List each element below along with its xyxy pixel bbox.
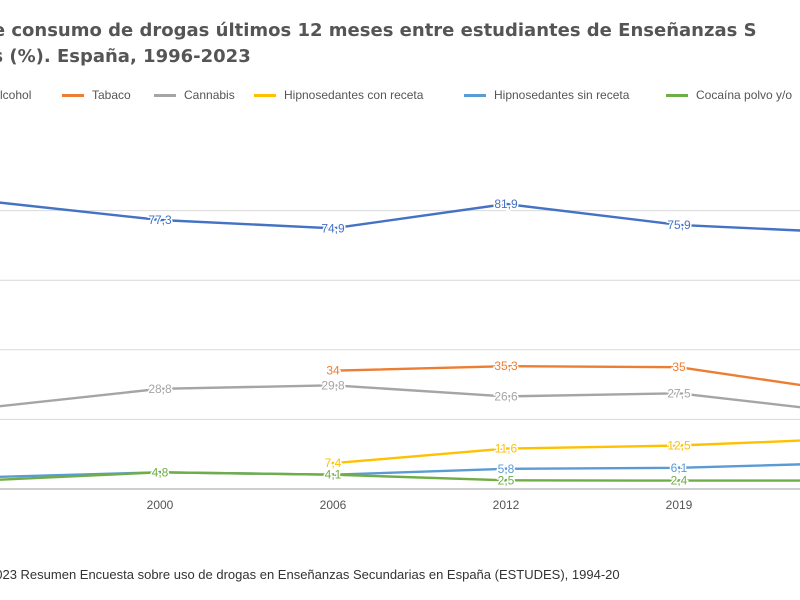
data-label: 2,5 bbox=[498, 473, 515, 487]
legend-label: Tabaco bbox=[92, 88, 131, 102]
data-label: 27,5 bbox=[667, 386, 691, 400]
series-hipnosedantes-sin-receta: 5,8 6,1 bbox=[0, 459, 800, 479]
data-point bbox=[504, 447, 508, 451]
x-tick-label: 2019 bbox=[666, 498, 693, 512]
legend-swatch bbox=[154, 93, 176, 97]
x-tick-label: 2012 bbox=[493, 498, 520, 512]
legend: lcohol Tabaco Cannabis Hipnosedantes con re… bbox=[0, 88, 800, 106]
source-note: 2023 Resumen Encuesta sobre uso de droga… bbox=[0, 567, 620, 582]
data-point bbox=[158, 218, 162, 222]
legend-item: Hipnosedantes sin receta bbox=[464, 88, 629, 102]
series-coca-na-polvo-y-o: 4,8 4,1 2,5 2,4 bbox=[0, 464, 800, 489]
data-point bbox=[677, 479, 681, 483]
series-line bbox=[0, 201, 800, 232]
data-point bbox=[504, 202, 508, 206]
data-point bbox=[158, 387, 162, 391]
series-line bbox=[0, 384, 800, 409]
data-label: 26,6 bbox=[494, 389, 518, 403]
series-cannabis: 28,8 29,8 26,6 27,5 bbox=[0, 377, 800, 409]
legend-label: Cocaína polvo y/o bbox=[696, 88, 793, 102]
data-point bbox=[331, 226, 335, 230]
legend-label: Hipnosedantes con receta bbox=[284, 88, 424, 102]
data-label: 6,1 bbox=[671, 461, 688, 475]
legend-item: Cannabis bbox=[154, 88, 235, 102]
data-point bbox=[331, 383, 335, 387]
data-point bbox=[331, 473, 335, 477]
gridlines bbox=[0, 210, 800, 420]
data-point bbox=[504, 394, 508, 398]
data-label: 5,8 bbox=[498, 462, 515, 476]
data-label: 12,5 bbox=[667, 439, 691, 453]
legend-swatch bbox=[254, 93, 276, 97]
data-label: 7,4 bbox=[325, 456, 342, 470]
data-label: 35,3 bbox=[494, 359, 518, 373]
data-point bbox=[331, 461, 335, 465]
chart-title-line-2: os (%). España, 1996-2023 bbox=[0, 46, 251, 67]
data-point bbox=[677, 365, 681, 369]
data-point bbox=[504, 364, 508, 368]
legend-label: Hipnosedantes sin receta bbox=[494, 88, 630, 102]
data-label: 4,1 bbox=[325, 468, 342, 482]
x-tick-label: 2000 bbox=[147, 498, 174, 512]
legend-swatch bbox=[62, 93, 84, 97]
data-label: 81,9 bbox=[494, 197, 518, 211]
chart-title-line-1: de consumo de drogas últimos 12 meses en… bbox=[0, 20, 757, 41]
legend-item: Hipnosedantes con receta bbox=[254, 88, 423, 102]
data-point bbox=[677, 444, 681, 447]
data-label: 77,3 bbox=[148, 213, 172, 227]
data-label: 34 bbox=[326, 364, 340, 378]
data-point bbox=[504, 478, 508, 482]
data-label: 4,8 bbox=[152, 465, 169, 479]
data-label: 29,8 bbox=[321, 378, 345, 392]
legend-item: Tabaco bbox=[62, 88, 131, 102]
series-line bbox=[332, 365, 800, 387]
series-hipnosedantes-con-receta: 7,4 11,6 12,5 bbox=[323, 437, 800, 472]
data-label: 28,8 bbox=[148, 382, 172, 396]
data-point bbox=[331, 369, 335, 373]
data-point bbox=[677, 466, 681, 470]
chart-title: de consumo de drogas últimos 12 meses en… bbox=[0, 18, 800, 70]
legend-label: lcohol bbox=[0, 88, 32, 102]
legend-swatch bbox=[666, 93, 688, 97]
legend-item: Cocaína polvo y/o bbox=[666, 88, 792, 102]
series-line bbox=[332, 439, 800, 465]
data-point bbox=[677, 223, 681, 227]
data-point bbox=[504, 467, 508, 471]
x-tick-label: 2006 bbox=[320, 498, 347, 512]
data-label: 74,9 bbox=[321, 221, 345, 235]
data-label: 2,4 bbox=[671, 474, 688, 488]
series-tabaco: 34 35,3 35 bbox=[325, 358, 800, 387]
series-line bbox=[0, 471, 800, 482]
legend-item: lcohol bbox=[0, 88, 31, 102]
series-lcohol: 77,3 74,9 81,9 75,9 bbox=[0, 196, 800, 237]
legend-swatch bbox=[464, 93, 486, 97]
data-point bbox=[158, 470, 162, 474]
legend-label: Cannabis bbox=[184, 88, 235, 102]
data-point bbox=[677, 391, 681, 395]
data-label: 11,6 bbox=[495, 442, 518, 456]
data-label: 75,9 bbox=[667, 218, 691, 232]
data-label: 35 bbox=[672, 360, 686, 374]
